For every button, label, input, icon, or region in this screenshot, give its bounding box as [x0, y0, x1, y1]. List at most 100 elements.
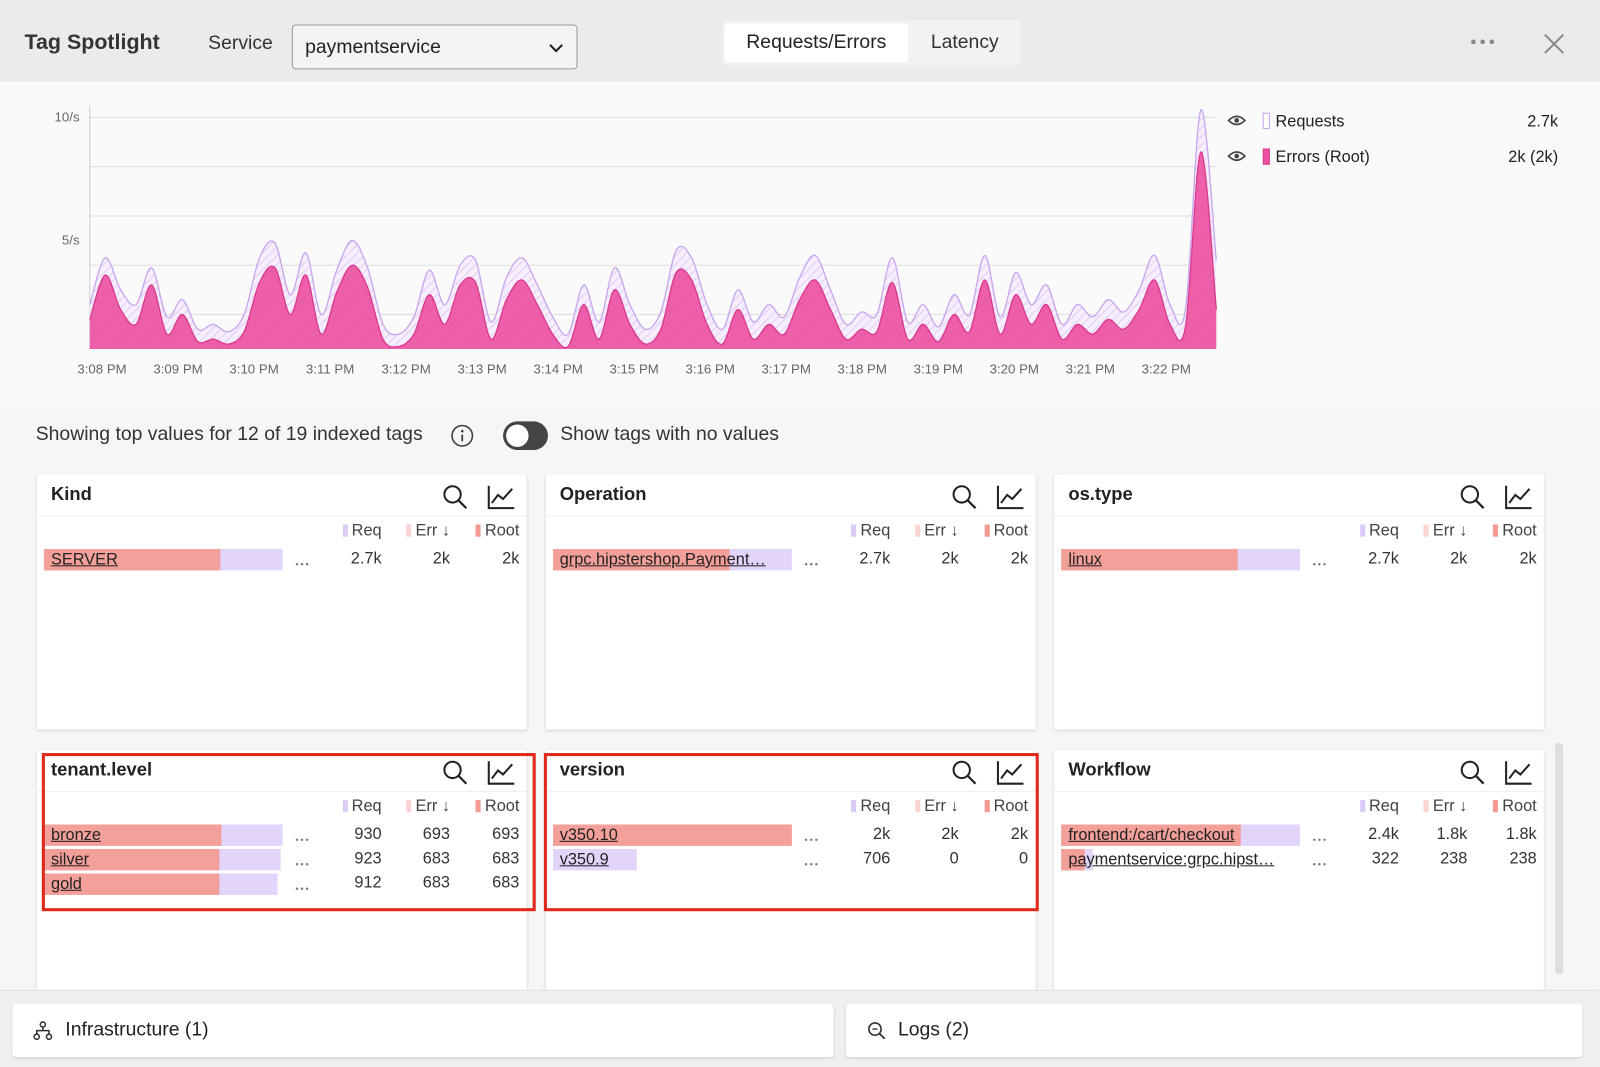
row-menu-button[interactable] [804, 830, 818, 848]
cell-req: 706 [863, 849, 891, 868]
row-menu[interactable] [1312, 561, 1326, 567]
row-menu-button[interactable] [295, 554, 309, 572]
chart-button[interactable] [1504, 759, 1533, 791]
chart-button[interactable] [995, 484, 1024, 516]
more-menu[interactable] [1469, 37, 1498, 47]
search-button[interactable] [951, 484, 978, 516]
tag-value-link[interactable]: silver [51, 851, 90, 869]
search-button[interactable] [1459, 759, 1486, 791]
row-menu[interactable] [804, 861, 818, 867]
chart-button[interactable] [995, 759, 1024, 791]
cell-req: 930 [354, 825, 382, 843]
column-header: Root [1493, 798, 1537, 816]
infrastructure-tab[interactable]: Infrastructure (1) [12, 1004, 834, 1058]
tag-value-link[interactable]: grpc.hipstershop.Payment… [559, 551, 766, 569]
trend-icon[interactable] [995, 759, 1024, 786]
column-label: Root [993, 522, 1029, 540]
row-menu-button[interactable] [1312, 830, 1326, 848]
tag-value-link[interactable]: v350.9 [559, 851, 609, 869]
chart-button[interactable] [487, 484, 516, 516]
column-swatch [475, 799, 481, 813]
search-icon[interactable] [442, 484, 469, 511]
row-menu[interactable] [1312, 861, 1326, 867]
tab-active[interactable]: Requests/Errors [724, 23, 909, 63]
trend-icon[interactable] [487, 759, 516, 786]
info-icon[interactable] [450, 423, 474, 447]
tag-value-link[interactable]: gold [51, 875, 82, 893]
tag-value-link[interactable]: bronze [51, 826, 101, 844]
cell-req: 2.7k [1368, 549, 1399, 568]
trend-icon[interactable] [1504, 484, 1533, 511]
toggle[interactable] [503, 421, 548, 450]
trend-icon[interactable] [487, 484, 516, 511]
tag-value-link[interactable]: paymentservice:grpc.hipst… [1068, 851, 1275, 869]
column-label: Root [484, 797, 520, 816]
row-menu-button[interactable] [804, 854, 818, 872]
row-menu-button[interactable] [1312, 554, 1326, 572]
tabs: Requests/Errors Latency [722, 20, 1021, 66]
cell-req: 2.7k [859, 549, 891, 568]
service-select[interactable]: paymentservice [291, 24, 578, 70]
row-menu-button[interactable] [295, 830, 309, 848]
row-menu[interactable] [295, 837, 309, 843]
column-header: Req [1359, 798, 1399, 816]
row-menu[interactable] [295, 886, 309, 892]
legend-item[interactable]: Errors (Root) 2k (2k) [1227, 148, 1559, 166]
row-menu-button[interactable] [295, 879, 309, 897]
x-tick-label: 3:14 PM [533, 361, 582, 376]
legend-item[interactable]: Requests 2.7k [1227, 113, 1559, 131]
row-menu[interactable] [1312, 837, 1326, 843]
logs-tab[interactable]: Logs (2) [845, 1004, 1583, 1058]
search-button[interactable] [1459, 484, 1486, 516]
eye-icon [1227, 115, 1247, 126]
x-tick-label: 3:08 PM [77, 361, 126, 376]
search-button[interactable] [951, 759, 978, 791]
column-header: Req [1359, 522, 1399, 540]
column-header: Err ↓ [406, 522, 450, 540]
column-header: Root [1493, 522, 1537, 540]
chart-button[interactable] [1504, 484, 1533, 516]
row-menu-button[interactable] [295, 854, 309, 872]
row-menu[interactable] [295, 861, 309, 867]
card-title: os.type [1068, 483, 1133, 505]
search-icon[interactable] [1459, 759, 1486, 786]
cell-root: 2k [502, 549, 520, 568]
trend-icon[interactable] [1504, 759, 1533, 786]
row-menu[interactable] [804, 837, 818, 843]
tab[interactable]: Latency [930, 31, 999, 54]
search-button[interactable] [442, 484, 469, 516]
scrollbar[interactable] [1555, 742, 1564, 975]
err-bar [43, 848, 220, 871]
row-menu-button[interactable] [1312, 854, 1326, 872]
column-swatch [406, 524, 412, 537]
req-bar [552, 848, 637, 871]
divider [1054, 790, 1544, 792]
search-button[interactable] [442, 759, 469, 791]
cell-req: 2.4k [1368, 825, 1399, 843]
legend-value: 2.7k [1527, 113, 1559, 131]
chart-button[interactable] [487, 759, 516, 791]
cell-err: 238 [1440, 849, 1468, 868]
row-menu-button[interactable] [804, 554, 818, 572]
cell-root: 1.8k [1505, 825, 1537, 843]
search-icon[interactable] [442, 759, 469, 786]
tag-value-link[interactable]: frontend:/cart/checkout [1068, 826, 1235, 844]
search-icon[interactable] [951, 484, 978, 511]
column-header: Root [984, 798, 1028, 816]
x-tick-label: 3:15 PM [609, 361, 658, 376]
search-icon[interactable] [1459, 484, 1486, 511]
tag-card: os.type Req Err ↓ Root linux 2.7k 2k 2k [1054, 474, 1544, 730]
row-menu[interactable] [804, 561, 818, 567]
divider [545, 790, 1036, 792]
tag-value-link[interactable]: linux [1068, 551, 1102, 569]
close[interactable] [1543, 33, 1565, 55]
search-icon[interactable] [951, 759, 978, 786]
err-bar [552, 824, 792, 846]
trend-icon[interactable] [995, 484, 1024, 511]
tag-value-link[interactable]: v350.10 [559, 826, 618, 844]
row-menu[interactable] [295, 561, 309, 567]
footer-item: Infrastructure (1) [65, 1019, 209, 1041]
tag-value-link[interactable]: SERVER [51, 551, 118, 569]
